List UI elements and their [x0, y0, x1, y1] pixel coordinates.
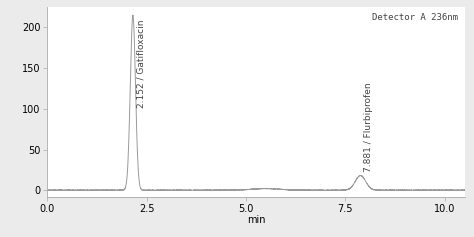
Text: Detector A 236nm: Detector A 236nm	[372, 13, 458, 22]
Text: 2.152 / Gatifloxacin: 2.152 / Gatifloxacin	[136, 19, 145, 108]
Text: 7.881 / Flurbiprofen: 7.881 / Flurbiprofen	[364, 83, 373, 172]
X-axis label: min: min	[246, 215, 265, 225]
